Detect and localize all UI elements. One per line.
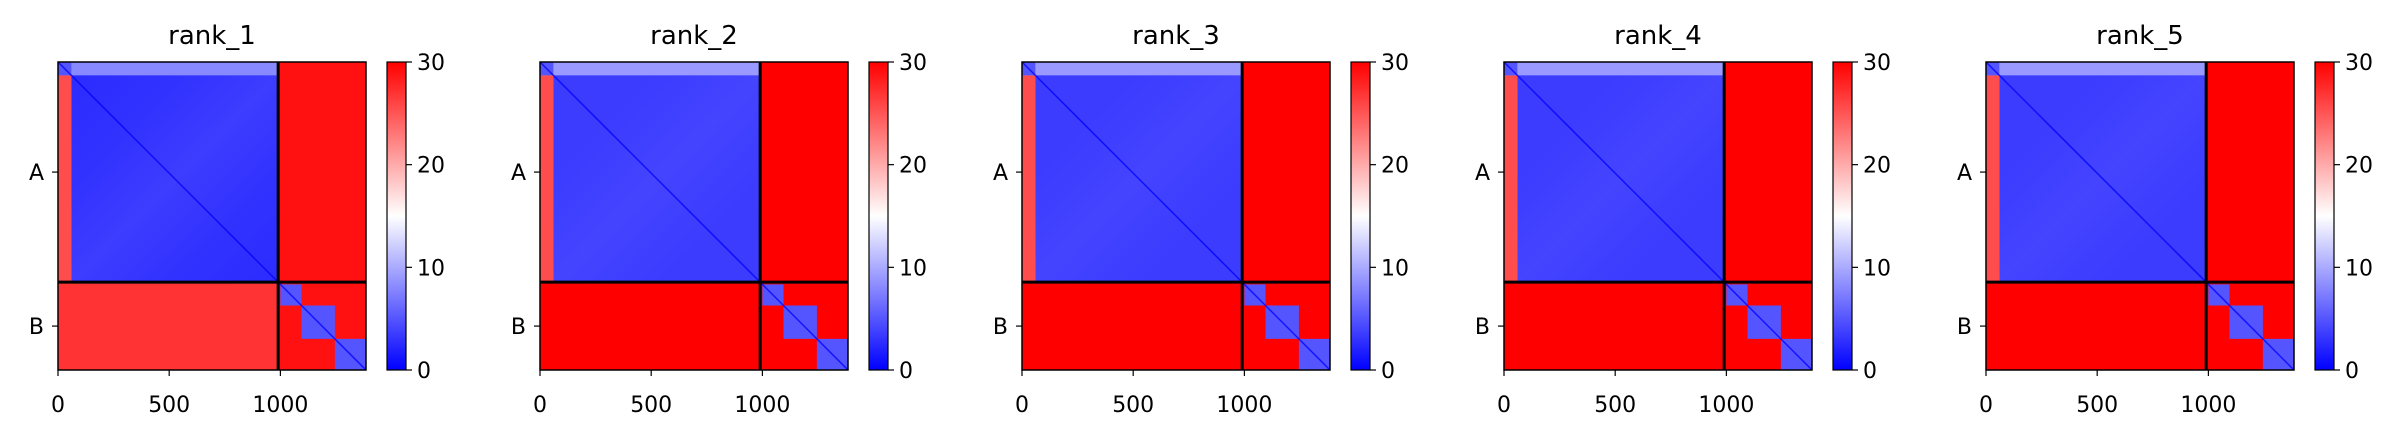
heatmap-panel: rank_3 0 500 1000 A B 0 10 20 30 [993,21,1409,418]
panel-title: rank_1 [168,21,256,51]
colorbar-tick-label: 0 [899,359,913,384]
heatmap-a-terminal-stripe [58,75,72,283]
colorbar-tick-label: 30 [899,51,927,76]
panel-title: rank_5 [2096,21,2184,51]
y-tick-label: A [29,161,44,186]
heatmap-region-b-a [1504,282,1725,370]
colorbar-tick-label: 10 [2345,256,2373,281]
heatmap-region-b-a [58,282,279,370]
heatmap-panel: rank_1 0 500 1000 A B 0 10 20 30 [29,21,445,418]
heatmap-main-diagonal [1985,61,2295,371]
x-tick-label: 0 [533,393,547,418]
x-tick-label: 500 [148,393,190,418]
colorbar-tick-label: 30 [1863,51,1891,76]
colorbar-tick-label: 30 [1381,51,1409,76]
colorbar-tick-label: 10 [899,256,927,281]
colorbar [1832,61,1853,371]
x-tick-label: 1000 [252,393,308,418]
axes-frame [1021,61,1331,371]
heatmap-region-b-a [540,282,761,370]
heatmap-a-terminal-stripe [1504,75,1518,283]
colorbar [868,61,889,371]
colorbar-tick-label: 20 [899,154,927,179]
heatmap-region-a-b [1724,62,1812,283]
x-tick-label: 0 [1015,393,1029,418]
panel-title: rank_2 [650,21,738,51]
colorbar-tick-label: 0 [1863,359,1877,384]
heatmap-main-diagonal [1503,61,1813,371]
colorbar-tick-label: 20 [2345,154,2373,179]
colorbar-tick-label: 20 [417,154,445,179]
heatmap-a-terminal-stripe [540,75,554,283]
x-tick-label: 1000 [2180,393,2236,418]
y-tick-label: B [1475,315,1490,340]
axes-frame [1985,61,2295,371]
heatmap-panel: rank_2 0 500 1000 A B 0 10 20 30 [511,21,927,418]
colorbar [386,61,407,371]
y-tick-label: A [1957,161,1972,186]
y-tick-label: B [993,315,1008,340]
heatmap-a-terminal-stripe [1022,75,1036,283]
heatmap-main-diagonal [1021,61,1331,371]
colorbar-tick-label: 20 [1863,154,1891,179]
colorbar-tick-label: 20 [1381,154,1409,179]
heatmap-main-diagonal [57,61,367,371]
x-tick-label: 500 [1112,393,1154,418]
axes-frame [1503,61,1813,371]
colorbar-tick-label: 10 [1863,256,1891,281]
colorbar-tick-label: 0 [2345,359,2359,384]
colorbar-tick-label: 10 [1381,256,1409,281]
heatmap-region-a-b [278,62,366,283]
axes-frame [57,61,367,371]
colorbar-tick-label: 10 [417,256,445,281]
heatmap-main-diagonal [539,61,849,371]
colorbar [1350,61,1371,371]
heatmap-region-a-b [2206,62,2294,283]
colorbar-tick-label: 30 [2345,51,2373,76]
heatmap-panel: rank_4 0 500 1000 A B 0 10 20 30 [1475,21,1891,418]
y-tick-label: B [1957,315,1972,340]
panel-title: rank_4 [1614,21,1702,51]
y-tick-label: A [1475,161,1490,186]
y-tick-label: B [511,315,526,340]
y-tick-label: A [511,161,526,186]
x-tick-label: 1000 [1698,393,1754,418]
axes-frame [539,61,849,371]
x-tick-label: 500 [2076,393,2118,418]
colorbar [2314,61,2335,371]
colorbar-tick-label: 0 [417,359,431,384]
heatmap-a-terminal-stripe [1986,75,2000,283]
x-tick-label: 500 [630,393,672,418]
heatmap-region-b-a [1986,282,2207,370]
x-tick-label: 1000 [1216,393,1272,418]
x-tick-label: 500 [1594,393,1636,418]
panel-title: rank_3 [1132,21,1220,51]
x-tick-label: 0 [1497,393,1511,418]
colorbar-tick-label: 30 [417,51,445,76]
heatmap-region-a-b [1242,62,1330,283]
heatmap-region-a-b [760,62,848,283]
x-tick-label: 0 [1979,393,1993,418]
y-tick-label: B [29,315,44,340]
heatmap-panel: rank_5 0 500 1000 A B 0 10 20 30 [1957,21,2373,418]
y-tick-label: A [993,161,1008,186]
colorbar-tick-label: 0 [1381,359,1395,384]
x-tick-label: 0 [51,393,65,418]
heatmap-region-b-a [1022,282,1243,370]
x-tick-label: 1000 [734,393,790,418]
